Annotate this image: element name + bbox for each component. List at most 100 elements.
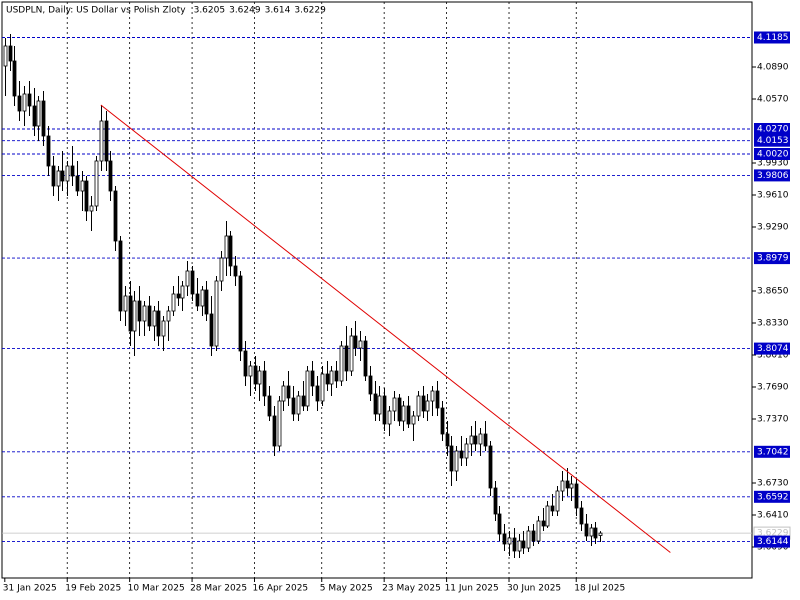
candle-body: [3, 45, 8, 67]
candle-body: [286, 385, 291, 399]
x-tick-label: 16 Apr 2025: [253, 584, 309, 594]
x-tick-label: 30 Jun 2025: [507, 584, 561, 594]
candle-body: [84, 180, 89, 212]
x-tick-label: 10 Mar 2025: [128, 584, 185, 594]
candle-body: [94, 160, 99, 207]
candle-body: [301, 395, 306, 407]
candle-body: [416, 395, 421, 417]
candle-body: [80, 180, 85, 192]
candle-body: [382, 395, 387, 425]
y-tick-label: 3.8010: [757, 351, 789, 361]
candle-body: [373, 393, 378, 415]
candle-body: [305, 370, 310, 407]
candle-body: [195, 293, 200, 307]
candle-body: [233, 265, 238, 277]
candle-body: [560, 480, 565, 492]
candle-body: [334, 370, 339, 382]
level-label: 3.9806: [757, 171, 789, 181]
candle-body: [41, 100, 46, 137]
candle-body: [555, 490, 560, 512]
candle-body: [589, 527, 594, 537]
title-high: 3.6249: [229, 6, 261, 16]
candle-body: [512, 537, 517, 552]
candle-body: [219, 257, 224, 282]
trendline: [100, 104, 671, 553]
level-box: [754, 252, 790, 265]
candle-body: [277, 400, 282, 447]
candle-body: [464, 443, 469, 459]
candle-body: [142, 305, 147, 322]
candle-body: [440, 407, 445, 435]
level-label: 3.6144: [757, 537, 789, 547]
levels: [2, 37, 752, 543]
candle-body: [89, 205, 94, 212]
level-box: [754, 31, 790, 44]
candle-body: [550, 505, 555, 512]
level-box: [754, 445, 790, 458]
level-label: 3.8074: [757, 344, 789, 354]
candle-body: [353, 335, 358, 349]
candle-body: [224, 235, 229, 259]
candle-body: [593, 527, 598, 539]
candle-body: [243, 350, 248, 377]
candle-body: [204, 289, 209, 315]
candle-body: [161, 320, 166, 337]
candle-body: [473, 435, 478, 445]
y-tick-label: 3.9930: [757, 159, 789, 169]
candle-body: [459, 450, 464, 459]
axes: 3.60903.64103.67303.73703.76903.80103.83…: [3, 31, 791, 594]
candle-body: [200, 289, 205, 307]
candle-body: [526, 530, 531, 549]
candle-body: [454, 450, 459, 472]
candle-body: [272, 415, 277, 447]
candle-body: [51, 165, 56, 187]
candle-body: [397, 397, 402, 422]
candle-body: [502, 533, 507, 545]
candle-body: [113, 190, 118, 242]
candle-body: [344, 345, 349, 372]
candle-body: [185, 270, 190, 287]
candle-body: [65, 165, 70, 182]
y-tick-label: 4.0890: [757, 63, 789, 73]
candle-body: [315, 385, 320, 402]
candle-body: [387, 410, 392, 425]
y-tick-label: 4.0570: [757, 95, 789, 105]
candle-body: [118, 240, 123, 312]
candle-body: [411, 415, 416, 425]
candle-body: [228, 235, 233, 267]
title-low: 3.614: [265, 6, 291, 16]
candle-body: [123, 295, 128, 312]
level-box: [754, 342, 790, 355]
candle-body: [128, 295, 133, 332]
last-price-label: 3.6229: [757, 529, 789, 539]
candle-body: [132, 300, 137, 332]
candle-body: [497, 513, 502, 535]
level-box: [754, 123, 790, 135]
candle-body: [430, 390, 435, 402]
candle-body: [12, 60, 17, 97]
candle-body: [339, 345, 344, 382]
candle-body: [565, 480, 570, 489]
candle-body: [22, 93, 27, 112]
candle-body: [329, 370, 334, 385]
candle-body: [579, 507, 584, 525]
plot-frame: [1, 1, 753, 579]
candle-body: [171, 293, 176, 312]
candle-body: [104, 120, 109, 162]
candle-body: [238, 275, 243, 352]
candle-body: [75, 175, 80, 192]
y-tick-label: 3.8650: [757, 287, 789, 297]
level-label: 4.1185: [757, 33, 789, 43]
candle-body: [598, 532, 603, 536]
candle-body: [545, 505, 550, 527]
candle-body: [363, 340, 368, 377]
candle-body: [46, 135, 51, 167]
candle-body: [531, 530, 536, 542]
candle-body: [32, 105, 37, 127]
candle-body: [147, 305, 152, 327]
y-tick-label: 3.7370: [757, 415, 789, 425]
candle-body: [137, 300, 142, 322]
candle-body: [507, 537, 512, 545]
